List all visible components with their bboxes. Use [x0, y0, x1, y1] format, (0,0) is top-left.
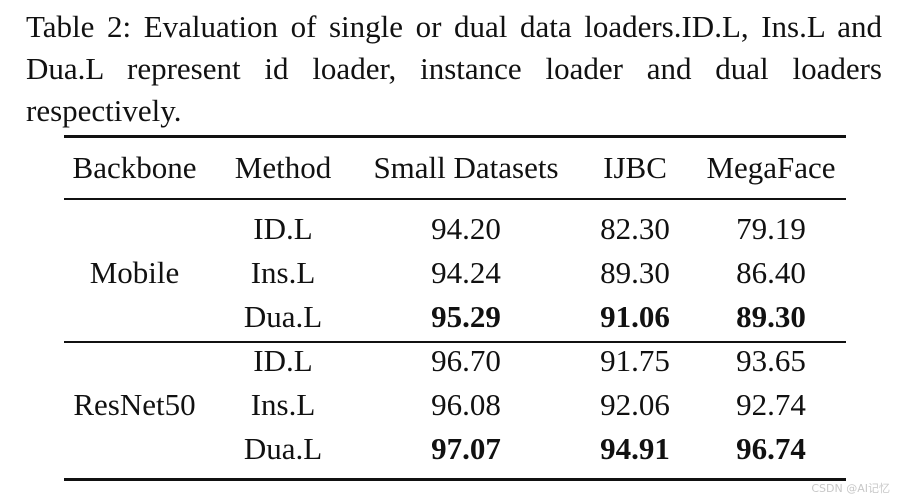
- header-megaface: MegaFace: [706, 150, 836, 185]
- bottom-rule: [64, 478, 846, 481]
- small-datasets-cell-best: 97.07: [431, 431, 501, 466]
- method-cell: ID.L: [253, 211, 313, 246]
- backbone-mobile: Mobile: [89, 255, 180, 290]
- header-rule: [64, 198, 846, 200]
- megaface-cell-best: 96.74: [736, 431, 806, 466]
- method-cell: Dua.L: [243, 431, 323, 466]
- ijbc-cell: 91.75: [600, 343, 670, 378]
- backbone-resnet50: ResNet50: [73, 387, 196, 422]
- header-backbone: Backbone: [72, 150, 197, 185]
- small-datasets-cell: 94.24: [431, 255, 501, 290]
- small-datasets-cell: 96.70: [431, 343, 501, 378]
- watermark: CSDN @AI记忆: [811, 482, 890, 495]
- header-method: Method: [234, 150, 332, 185]
- megaface-cell-best: 89.30: [736, 299, 806, 334]
- megaface-cell: 86.40: [736, 255, 806, 290]
- megaface-cell: 93.65: [736, 343, 806, 378]
- header-small-datasets: Small Datasets: [373, 150, 559, 185]
- ijbc-cell-best: 91.06: [600, 299, 670, 334]
- megaface-cell: 79.19: [736, 211, 806, 246]
- ijbc-cell: 89.30: [600, 255, 670, 290]
- small-datasets-cell: 94.20: [431, 211, 501, 246]
- method-cell: Ins.L: [250, 387, 316, 422]
- small-datasets-cell: 96.08: [431, 387, 501, 422]
- megaface-cell: 92.74: [736, 387, 806, 422]
- group-rule: [64, 341, 846, 343]
- ijbc-cell: 92.06: [600, 387, 670, 422]
- table-caption: Table 2: Evaluation of single or dual da…: [26, 9, 882, 128]
- method-cell: Dua.L: [243, 299, 323, 334]
- top-rule: [64, 135, 846, 138]
- ijbc-cell-best: 94.91: [600, 431, 670, 466]
- ijbc-cell: 82.30: [600, 211, 670, 246]
- small-datasets-cell-best: 95.29: [431, 299, 501, 334]
- method-cell: Ins.L: [250, 255, 316, 290]
- method-cell: ID.L: [253, 343, 313, 378]
- header-ijbc: IJBC: [603, 150, 667, 185]
